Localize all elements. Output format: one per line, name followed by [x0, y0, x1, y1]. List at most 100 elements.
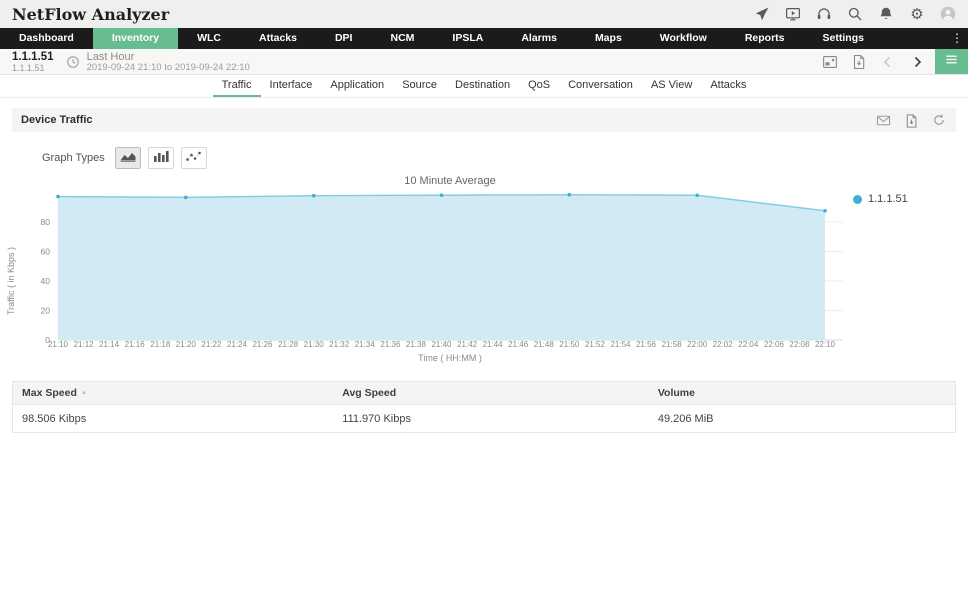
settings-icon[interactable]: ⚙ — [909, 6, 925, 22]
traffic-area-chart[interactable]: 0 20 40 60 80 21:10 21:12 21:14 21:16 21:18 21:20 2… — [0, 186, 968, 372]
nav-item-inventory[interactable]: Inventory — [92, 28, 179, 49]
bar-chart-icon — [152, 149, 170, 168]
svg-text:21:32: 21:32 — [329, 340, 350, 349]
bar-graph-button[interactable] — [147, 147, 174, 169]
svg-text:21:58: 21:58 — [662, 340, 683, 349]
column-header-max-speed[interactable]: Max Speed ▲ — [13, 387, 333, 399]
nav-overflow-icon[interactable]: ⋮ — [951, 31, 963, 45]
main-nav: Dashboard Inventory WLC Attacks DPI NCM IPSLA A… — [0, 28, 968, 49]
graph-types-label: Graph Types — [42, 152, 105, 164]
section-title: Device Traffic — [21, 114, 93, 126]
svg-text:22:10: 22:10 — [815, 340, 836, 349]
svg-text:40: 40 — [41, 276, 51, 286]
device-block: 1.1.1.51 1.1.1.51 — [12, 51, 54, 73]
svg-text:21:28: 21:28 — [278, 340, 299, 349]
svg-text:21:54: 21:54 — [610, 340, 631, 349]
tab-traffic[interactable]: Traffic — [212, 75, 261, 97]
svg-text:21:14: 21:14 — [99, 340, 120, 349]
svg-text:21:16: 21:16 — [125, 340, 146, 349]
nav-items: Dashboard Inventory WLC Attacks DPI NCM IPSLA A… — [0, 28, 883, 49]
refresh-icon[interactable] — [932, 113, 947, 128]
nav-item-maps[interactable]: Maps — [594, 32, 622, 44]
area-graph-button[interactable] — [114, 147, 141, 169]
nav-item-settings[interactable]: Settings — [822, 32, 864, 44]
area-chart-icon — [119, 149, 137, 168]
device-menu-button[interactable] — [935, 49, 968, 74]
chart-legend[interactable]: 1.1.1.51 — [853, 193, 908, 205]
time-period-selector[interactable]: Last Hour 2019-09-24 21:10 to 2019-09-24… — [87, 51, 250, 73]
sub-header: 1.1.1.51 1.1.1.51 Last Hour 2019-09-24 2… — [0, 49, 968, 75]
column-header-avg-speed[interactable]: Avg Speed — [333, 387, 649, 399]
hamburger-icon — [944, 52, 959, 72]
svg-text:22:00: 22:00 — [687, 340, 708, 349]
svg-text:21:12: 21:12 — [74, 340, 95, 349]
tab-conversation[interactable]: Conversation — [568, 79, 633, 91]
legend-label: 1.1.1.51 — [868, 193, 908, 205]
column-label: Max Speed — [22, 387, 77, 399]
scatter-chart-icon — [185, 149, 203, 168]
search-icon[interactable] — [847, 6, 863, 22]
svg-text:Time ( HH:MM ): Time ( HH:MM ) — [418, 353, 482, 363]
report-tabs: Traffic Interface Application Source Destina… — [0, 75, 968, 98]
svg-text:21:44: 21:44 — [483, 340, 504, 349]
tab-qos[interactable]: QoS — [528, 79, 551, 91]
table-cell-volume: 49.206 MiB — [657, 412, 714, 425]
tab-as-view[interactable]: AS View — [650, 79, 693, 91]
nav-item-attacks[interactable]: Attacks — [259, 32, 297, 44]
launch-icon[interactable] — [754, 6, 770, 22]
svg-text:21:10: 21:10 — [48, 340, 69, 349]
legend-dot-icon — [853, 194, 862, 204]
demo-video-icon[interactable] — [785, 6, 801, 22]
chevron-right-icon[interactable] — [909, 54, 925, 70]
nav-item-dpi[interactable]: DPI — [334, 32, 353, 44]
user-avatar[interactable] — [940, 6, 956, 22]
device-traffic-section-header: Device Traffic — [12, 108, 956, 132]
svg-text:22:02: 22:02 — [713, 340, 734, 349]
svg-text:21:34: 21:34 — [355, 340, 376, 349]
pdf-icon[interactable] — [904, 113, 919, 128]
report-icon[interactable] — [822, 54, 838, 70]
tab-source[interactable]: Source — [402, 79, 438, 91]
scatter-graph-button[interactable] — [180, 147, 207, 169]
tab-attacks[interactable]: Attacks — [710, 79, 747, 91]
table-cell-avg-speed: 111.970 Kibps — [342, 412, 411, 425]
chevron-left-icon[interactable] — [880, 54, 896, 70]
svg-text:0: 0 — [45, 335, 50, 345]
tab-destination[interactable]: Destination — [455, 79, 511, 91]
support-icon[interactable] — [816, 6, 832, 22]
chart-title: 10 Minute Average — [404, 175, 496, 187]
nav-item-ipsla[interactable]: IPSLA — [452, 32, 484, 44]
column-label: Avg Speed — [342, 387, 397, 399]
svg-text:21:18: 21:18 — [150, 340, 171, 349]
nav-item-alarms[interactable]: Alarms — [521, 32, 557, 44]
top-header: NetFlow Analyzer ⚙ — [0, 0, 968, 28]
svg-text:21:30: 21:30 — [304, 340, 325, 349]
nav-item-workflow[interactable]: Workflow — [659, 32, 707, 44]
nav-item-reports[interactable]: Reports — [744, 32, 785, 44]
svg-text:⚙: ⚙ — [910, 6, 923, 22]
clock-icon — [66, 55, 80, 69]
email-icon[interactable] — [876, 113, 891, 128]
svg-text:80: 80 — [41, 217, 51, 227]
svg-text:22:06: 22:06 — [764, 340, 785, 349]
nav-item-ncm[interactable]: NCM — [390, 32, 415, 44]
pdf-icon[interactable] — [851, 54, 867, 70]
nav-item-dashboard[interactable]: Dashboard — [19, 32, 74, 44]
subheader-icons — [822, 54, 925, 70]
table-header-row: Max Speed ▲ Avg Speed Volume — [13, 382, 955, 405]
nav-item-wlc[interactable]: WLC — [197, 32, 222, 44]
tab-interface[interactable]: Interface — [269, 79, 313, 91]
svg-text:21:36: 21:36 — [380, 340, 401, 349]
svg-text:21:46: 21:46 — [508, 340, 529, 349]
sort-asc-icon[interactable]: ▲ — [80, 390, 87, 396]
svg-text:21:38: 21:38 — [406, 340, 427, 349]
svg-text:21:52: 21:52 — [585, 340, 606, 349]
svg-text:21:24: 21:24 — [227, 340, 248, 349]
tab-application[interactable]: Application — [330, 79, 385, 91]
notifications-icon[interactable] — [878, 6, 894, 22]
svg-text:60: 60 — [41, 247, 51, 257]
svg-text:21:48: 21:48 — [534, 340, 555, 349]
column-header-volume[interactable]: Volume — [649, 387, 955, 399]
period-range: 2019-09-24 21:10 to 2019-09-24 22:10 — [86, 61, 250, 73]
